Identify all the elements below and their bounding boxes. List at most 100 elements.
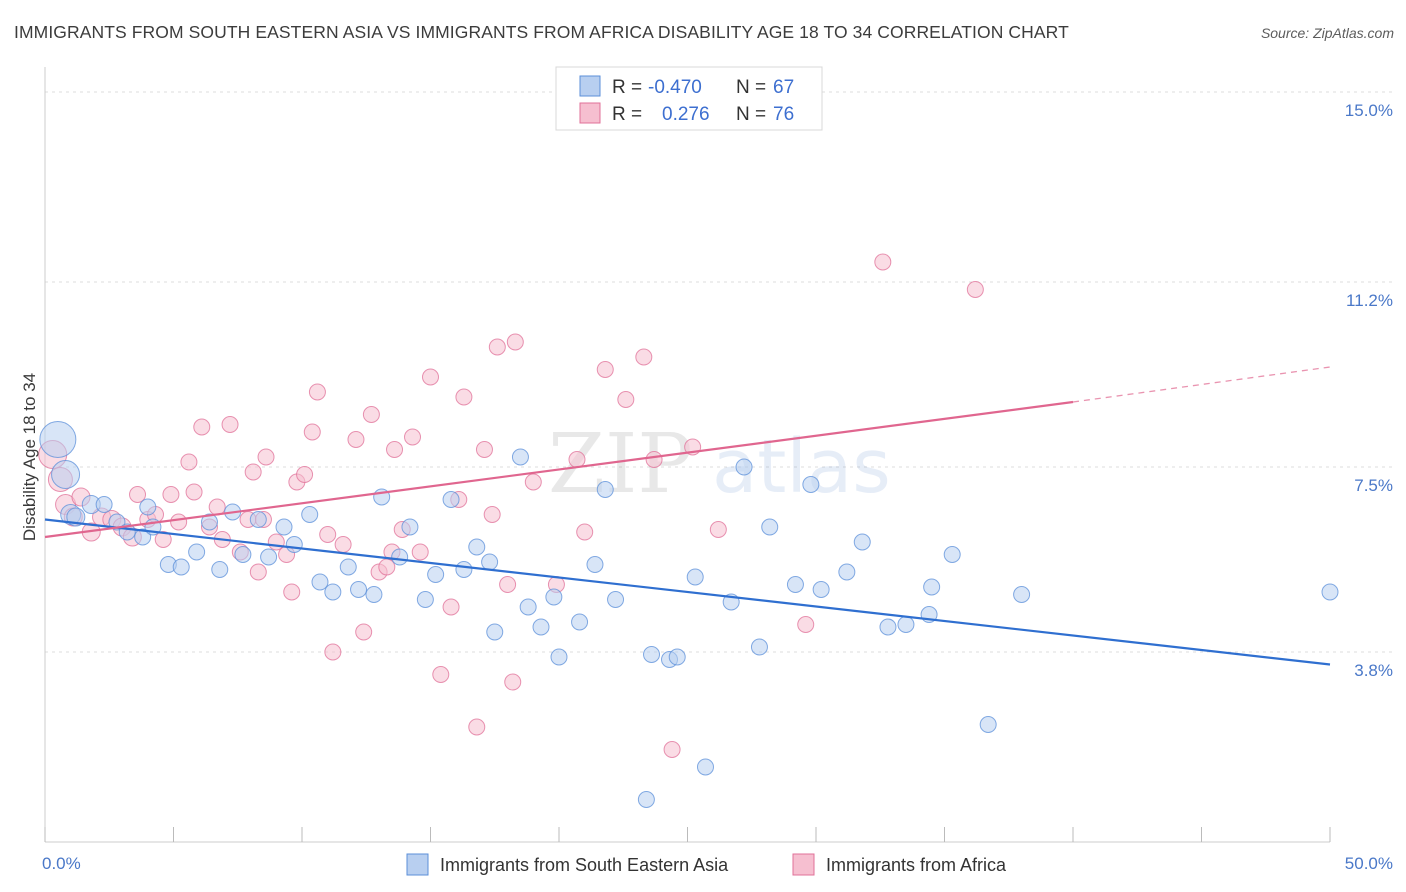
point-south-eastern-asia [234, 546, 252, 563]
point-south-eastern-asia [545, 588, 563, 606]
point-south-eastern-asia [311, 573, 329, 591]
point-south-eastern-asia [879, 618, 897, 636]
legend-r-value-2: 0.276 [662, 104, 710, 125]
watermark-zip: ZIP [548, 417, 693, 512]
point-africa [468, 718, 486, 736]
point-africa [283, 583, 301, 601]
point-africa [162, 486, 180, 503]
point-south-eastern-asia [586, 556, 604, 573]
point-africa [635, 348, 653, 366]
point-africa [645, 451, 663, 468]
point-south-eastern-asia [51, 460, 81, 489]
point-africa [404, 428, 422, 446]
chart-title: IMMIGRANTS FROM SOUTH EASTERN ASIA VS IM… [14, 22, 1069, 42]
legend-r-value-1: -0.470 [648, 77, 702, 98]
point-africa [432, 666, 450, 683]
point-africa [663, 741, 681, 758]
point-africa [617, 391, 635, 408]
point-africa [596, 361, 614, 378]
point-africa [568, 451, 586, 468]
point-africa [499, 576, 517, 593]
series-legend-label-pink: Immigrants from Africa [826, 855, 1007, 875]
point-africa [455, 388, 473, 406]
point-south-eastern-asia [923, 578, 941, 596]
point-south-eastern-asia [532, 618, 550, 636]
trendline-south-eastern-asia [44, 518, 1331, 666]
point-south-eastern-asia [1321, 583, 1339, 601]
x-tick-label-left: 0.0% [42, 854, 81, 873]
legend-n-label-1: N = [736, 77, 766, 98]
point-south-eastern-asia [596, 481, 614, 498]
legend-swatch-pink [579, 102, 601, 124]
point-africa [303, 423, 321, 441]
point-africa [488, 338, 506, 356]
legend-r-label-2: R = [612, 104, 642, 125]
point-africa [386, 441, 404, 458]
point-south-eastern-asia [1013, 586, 1031, 603]
point-africa [154, 531, 172, 548]
y-axis-label: Disability Age 18 to 34 [20, 373, 39, 541]
point-africa [221, 416, 239, 433]
point-africa [411, 543, 429, 561]
point-africa [185, 483, 203, 501]
point-south-eastern-asia [607, 591, 625, 608]
point-south-eastern-asia [442, 491, 460, 508]
point-south-eastern-asia [696, 758, 714, 776]
point-south-eastern-asia [95, 496, 113, 513]
point-africa [576, 523, 594, 541]
gridlines [45, 91, 1392, 653]
point-south-eastern-asia [285, 536, 303, 553]
point-africa [355, 623, 373, 641]
point-africa [504, 673, 522, 691]
y-tick-label: 15.0% [1345, 101, 1393, 120]
point-south-eastern-asia [172, 558, 190, 576]
legend-n-label-2: N = [736, 104, 766, 125]
point-africa [524, 473, 542, 491]
point-africa [797, 616, 815, 633]
point-south-eastern-asia [139, 498, 157, 516]
series-legend-label-blue: Immigrants from South Eastern Asia [440, 855, 729, 875]
point-south-eastern-asia [786, 576, 804, 593]
point-south-eastern-asia [260, 548, 278, 566]
trendline-africa [44, 400, 1074, 539]
point-africa [966, 281, 984, 298]
point-africa [129, 486, 147, 503]
point-south-eastern-asia [750, 638, 768, 656]
point-africa [483, 506, 501, 523]
point-south-eastern-asia [275, 518, 293, 536]
point-africa [296, 466, 314, 483]
legend-r-label-1: R = [612, 77, 642, 98]
point-south-eastern-asia [211, 561, 229, 578]
point-africa [244, 463, 262, 481]
series-legend-swatch-pink [792, 853, 815, 876]
source-credit: Source: ZipAtlas.com [1260, 25, 1394, 41]
series-legend: Immigrants from South Eastern Asia Immig… [406, 853, 1007, 876]
point-south-eastern-asia [468, 538, 486, 556]
point-africa [324, 643, 342, 661]
point-africa [170, 513, 188, 531]
legend-n-value-1: 67 [773, 77, 794, 98]
point-africa [362, 406, 380, 423]
trendline-africa-extension [1072, 366, 1331, 403]
point-africa [442, 598, 460, 616]
point-africa [422, 368, 439, 386]
point-south-eastern-asia [301, 506, 319, 523]
point-south-eastern-asia [550, 648, 568, 666]
point-africa [249, 563, 267, 581]
point-south-eastern-asia [853, 533, 871, 551]
point-south-eastern-asia [427, 566, 445, 583]
point-africa [257, 448, 275, 466]
point-south-eastern-asia [391, 548, 409, 566]
point-south-eastern-asia [571, 613, 589, 631]
point-south-eastern-asia [455, 561, 473, 578]
point-africa [709, 521, 727, 538]
point-africa [334, 536, 352, 553]
point-south-eastern-asia [668, 648, 686, 666]
legend-swatch-blue [579, 75, 601, 97]
point-south-eastern-asia [511, 448, 529, 466]
series-legend-swatch-blue [406, 853, 429, 876]
point-south-eastern-asia [481, 553, 499, 571]
point-africa [308, 383, 326, 401]
point-south-eastern-asia [339, 558, 357, 576]
